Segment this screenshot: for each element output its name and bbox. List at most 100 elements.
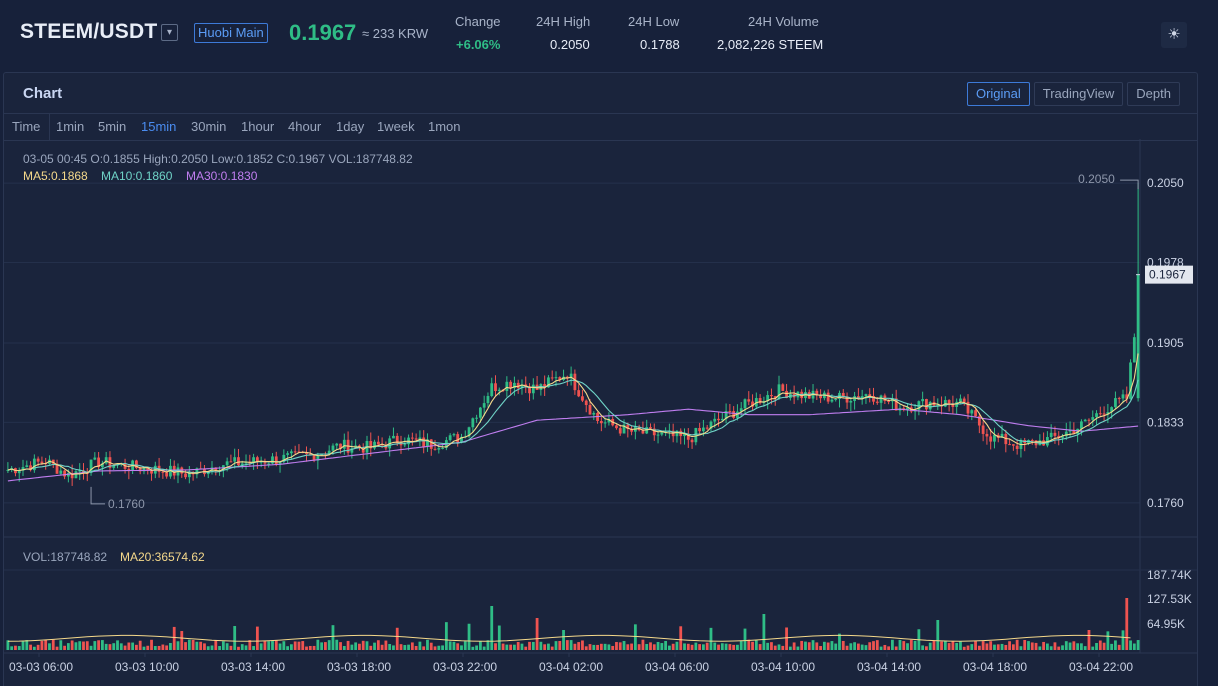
candle-body: [274, 456, 278, 465]
candle-body: [599, 421, 603, 424]
volume-bar: [565, 640, 569, 650]
volume-bar: [10, 646, 14, 650]
panel-title: Chart: [23, 85, 63, 102]
interval-time[interactable]: Time: [12, 119, 41, 134]
candle-body: [815, 390, 819, 396]
high-marker-line: [1120, 179, 1139, 190]
volume-bar: [811, 640, 815, 650]
candle-body: [297, 451, 301, 453]
candle-body: [928, 402, 932, 410]
volume-bar: [804, 641, 807, 650]
volume-bar: [883, 644, 887, 650]
volume-bar: [675, 641, 679, 650]
candle-body: [342, 439, 346, 449]
interval-1week[interactable]: 1week: [377, 119, 415, 134]
volume-bar: [271, 641, 274, 650]
volume-bar: [324, 642, 327, 650]
interval-1min[interactable]: 1min: [56, 119, 85, 134]
candle-body: [410, 437, 414, 439]
volume-bar: [131, 642, 135, 650]
candle-body: [1011, 444, 1015, 446]
view-original-button[interactable]: Original: [966, 82, 1030, 106]
volume-bar: [739, 640, 743, 650]
volume-bar: [471, 646, 475, 650]
pair-title[interactable]: STEEM/USDT: [20, 20, 158, 43]
candlestick-chart[interactable]: 0.20500.19780.19050.18330.1760187.74K127…: [4, 73, 1197, 686]
volume-bar: [974, 641, 977, 650]
sun-icon[interactable]: ☀: [1161, 22, 1187, 48]
candle-body: [770, 395, 773, 397]
candle-body: [490, 383, 494, 397]
candle-body: [25, 465, 29, 468]
volume-bar: [694, 642, 698, 650]
volume-bar: [444, 622, 448, 650]
volume-bar: [535, 618, 539, 650]
volume-bar: [191, 639, 195, 650]
interval-5min[interactable]: 5min: [98, 119, 127, 134]
high-value: 0.2050: [550, 37, 590, 52]
exchange-badge[interactable]: Huobi Main: [194, 23, 268, 43]
candle-body: [1106, 412, 1110, 415]
volume-bar: [316, 639, 320, 650]
volume-bar: [577, 642, 581, 650]
volume-bar: [282, 641, 286, 650]
volume-bar: [1083, 646, 1087, 650]
volume-bar: [781, 645, 785, 650]
ma5-legend: MA5:0.1868: [23, 169, 88, 183]
candle-body: [758, 398, 762, 404]
interval-1mon[interactable]: 1mon: [428, 119, 461, 134]
candle-body: [32, 458, 36, 471]
volume-bar: [894, 646, 898, 650]
interval-4hour[interactable]: 4hour: [288, 119, 322, 134]
time-tick-label: 03-03 14:00: [221, 660, 285, 674]
volume-bar: [289, 644, 293, 650]
volume-bar: [195, 641, 199, 650]
candle-body: [531, 384, 535, 394]
volume-bar: [618, 642, 622, 650]
interval-1day[interactable]: 1day: [336, 119, 365, 134]
volume-bar: [596, 644, 599, 650]
candle-body: [252, 457, 255, 463]
volume-bar: [936, 620, 940, 650]
candle-body: [1000, 433, 1004, 438]
volume-bar: [161, 644, 165, 650]
volume-bar: [1110, 643, 1114, 650]
volume-bar: [985, 643, 989, 650]
view-tradingview-button[interactable]: TradingView: [1033, 82, 1124, 106]
volume-bar: [433, 646, 437, 650]
candle-body: [1121, 394, 1125, 399]
low-label: 24H Low: [628, 14, 680, 29]
volume-bar: [849, 643, 853, 650]
volume-bar: [350, 644, 354, 650]
volume-bar: [482, 646, 486, 650]
volume-bar: [244, 645, 248, 650]
candle-body: [894, 398, 898, 411]
candle-body: [316, 455, 320, 461]
volume-bar: [921, 645, 925, 650]
volume-bar: [690, 644, 694, 650]
interval-30min[interactable]: 30min: [191, 119, 227, 134]
candle-body: [743, 399, 747, 409]
candle-body: [751, 401, 754, 407]
candle-body: [868, 394, 872, 396]
interval-15min[interactable]: 15min: [141, 119, 177, 134]
candle-body: [494, 383, 497, 392]
volume-bar: [603, 643, 607, 650]
candle-body: [36, 458, 40, 462]
volume-bar: [327, 640, 331, 650]
volume-bar: [21, 640, 25, 650]
volume-bar: [713, 642, 717, 650]
volume-bar: [1000, 643, 1004, 650]
volume-bar: [550, 646, 554, 650]
interval-1hour[interactable]: 1hour: [241, 119, 275, 134]
candle-body: [380, 444, 384, 446]
candle-body: [187, 472, 191, 478]
candle-body: [872, 395, 875, 402]
volume-bar: [913, 640, 917, 650]
volume-bar: [630, 643, 633, 650]
volume-bar: [267, 641, 271, 650]
candle-body: [142, 467, 146, 472]
view-depth-button[interactable]: Depth: [1127, 82, 1180, 106]
chevron-down-icon[interactable]: ▾: [161, 24, 178, 41]
volume-bar: [1136, 640, 1140, 650]
